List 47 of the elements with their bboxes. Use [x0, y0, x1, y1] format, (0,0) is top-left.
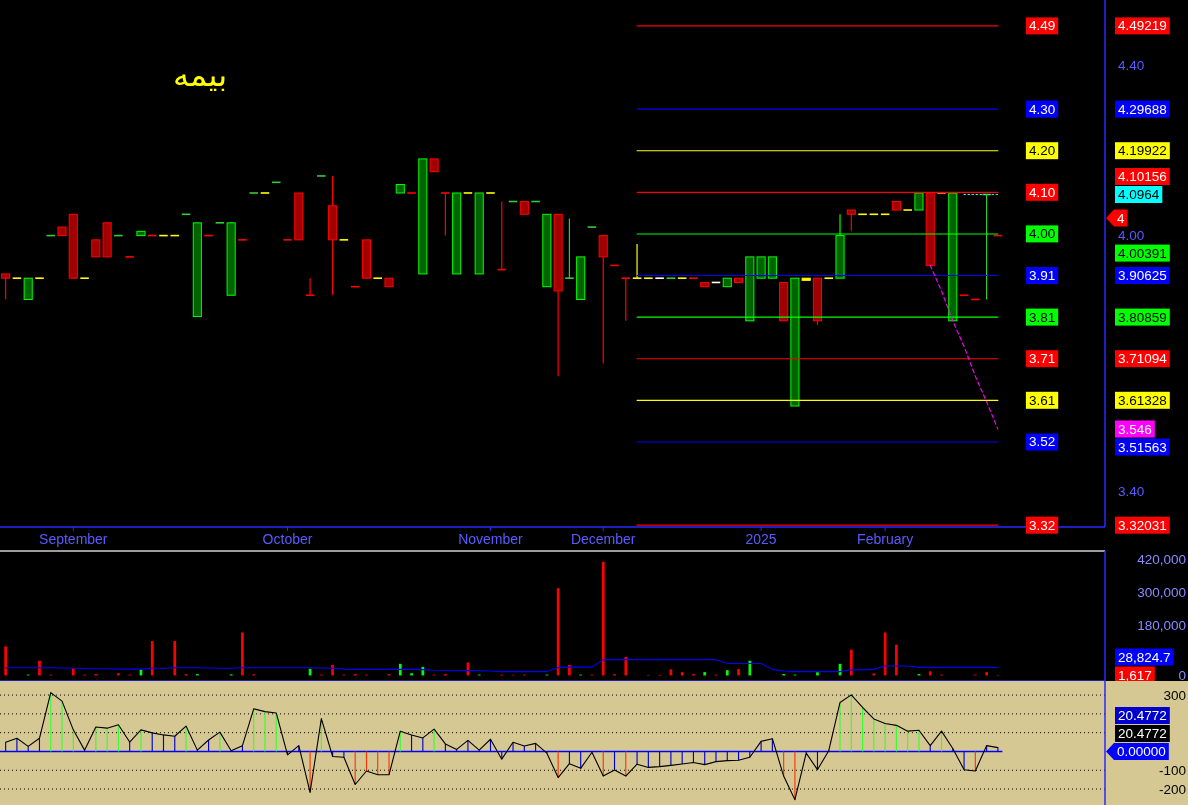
text: 4.49219	[1118, 18, 1167, 34]
text: 20.4772	[1118, 707, 1167, 723]
text: 4.00	[1028, 226, 1056, 242]
text: 4.0964	[1118, 187, 1160, 203]
text: 3.51563	[1118, 439, 1167, 455]
y-tick-label: 0	[1178, 667, 1186, 683]
text: 4.49	[1028, 18, 1056, 34]
text: 3.81	[1028, 309, 1056, 325]
text: 3.52	[1028, 434, 1056, 450]
text: 4	[1117, 210, 1125, 226]
x-tick-label: 2025	[745, 531, 777, 547]
y-tick-label: 300,000	[1137, 584, 1186, 600]
y-tick-label: 3.40	[1118, 483, 1145, 499]
text: 4.20	[1028, 143, 1056, 159]
text: 28,824.7	[1118, 649, 1171, 665]
x-tick-label: September	[39, 531, 108, 547]
text: 3.32031	[1118, 517, 1167, 533]
text: 3.546	[1118, 421, 1152, 437]
y-tick-label: -100	[1158, 762, 1186, 778]
y-tick-label: 4.00	[1118, 228, 1145, 244]
y-tick-label: 4.40	[1118, 57, 1145, 73]
y-tick-label: -200	[1158, 781, 1186, 797]
text: 3.71	[1028, 351, 1056, 367]
text: 3.90625	[1118, 268, 1167, 284]
y-tick-label: 180,000	[1137, 618, 1186, 634]
text: 1,617	[1118, 667, 1152, 683]
text: بیمه	[172, 56, 228, 94]
text: 3.80859	[1118, 309, 1167, 325]
text: 4.29688	[1118, 101, 1167, 117]
text: 3.71094	[1118, 351, 1168, 367]
text: 3.61	[1028, 392, 1056, 408]
text: 0.00000	[1117, 743, 1166, 759]
text: 4.00391	[1118, 245, 1167, 261]
text: 4.10	[1028, 184, 1056, 200]
text: 4.19922	[1118, 143, 1167, 159]
y-tick-label: 420,000	[1137, 551, 1186, 567]
text: 3.61328	[1118, 392, 1167, 408]
text: 3.32	[1028, 517, 1056, 533]
x-tick-label: October	[262, 531, 313, 547]
x-tick-label: December	[570, 531, 636, 547]
x-tick-label: February	[857, 531, 914, 547]
y-tick-label: 300	[1163, 687, 1186, 703]
text: 4.10156	[1118, 169, 1167, 185]
text: 4.30	[1028, 101, 1056, 117]
x-tick-label: November	[458, 531, 524, 547]
text: 3.91	[1028, 268, 1056, 284]
text: 20.4772	[1118, 725, 1167, 741]
